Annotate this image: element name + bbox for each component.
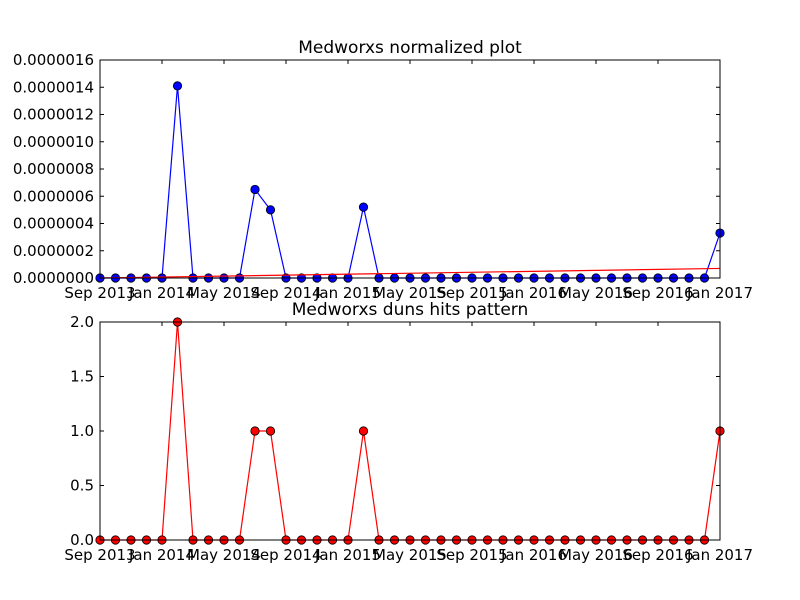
y-tick-label: 0.0000014 <box>13 78 94 96</box>
data-point-normalized <box>265 205 276 215</box>
y-tick-label: 2.0 <box>70 313 94 331</box>
plot-frame-hits <box>99 321 721 541</box>
data-point-normalized <box>358 202 369 212</box>
x-tick-label: May 2016 <box>559 546 633 564</box>
x-tick-label: Jan 2015 <box>314 284 381 302</box>
y-tick-label: 0.0000010 <box>13 133 94 151</box>
chart-title-hits: Medworxs duns hits pattern <box>292 300 529 320</box>
x-tick-label: Jan 2015 <box>314 546 381 564</box>
data-point-hits <box>250 426 260 436</box>
data-point-hits <box>358 426 369 436</box>
x-tick-label: Sep 2014 <box>250 284 321 302</box>
y-tick-label: 0.0000012 <box>13 106 94 124</box>
x-tick-label: May 2016 <box>559 284 633 302</box>
chart-panel-hits: Medworxs duns hits pattern 0.0 0.5 1.0 1.5 2.… <box>64 300 753 564</box>
x-tick-label: May 2015 <box>373 546 447 564</box>
x-tick-label: Sep 2016 <box>622 546 693 564</box>
x-tick-label: May 2015 <box>373 284 447 302</box>
chart-panel-normalized: Medworxs normalized plot 0.0000000 0.00000… <box>13 38 753 302</box>
y-tick-label: 0.0000002 <box>13 242 94 260</box>
y-tick-label: 0.0 <box>70 531 94 549</box>
plot-frame-normalized <box>99 59 721 279</box>
x-tick-label: Sep 2013 <box>64 546 135 564</box>
x-tick-label: Jan 2014 <box>128 546 195 564</box>
y-tick-label: 0.0000004 <box>13 215 94 233</box>
x-tick-label: Jan 2016 <box>500 546 567 564</box>
data-point-hits <box>265 426 276 436</box>
y-tick-label: 0.5 <box>70 477 94 495</box>
data-point-normalized <box>250 184 260 195</box>
y-tick-label: 0.0000000 <box>13 269 94 287</box>
y-tick-label: 1.0 <box>70 422 94 440</box>
x-tick-label: Sep 2015 <box>436 284 507 302</box>
x-tick-label: Jan 2017 <box>686 284 753 302</box>
data-point-normalized <box>172 81 183 91</box>
x-tick-label: Sep 2016 <box>622 284 693 302</box>
x-tick-label: Sep 2013 <box>64 284 135 302</box>
series-line-normalized-1 <box>99 267 721 279</box>
y-tick-label: 1.5 <box>70 368 94 386</box>
x-tick-label: Jan 2016 <box>500 284 567 302</box>
y-tick-label: 0.0000008 <box>13 160 94 178</box>
x-tick-label: Jan 2017 <box>686 546 753 564</box>
y-tick-label: 0.0000016 <box>13 51 94 69</box>
x-tick-label: Jan 2014 <box>128 284 195 302</box>
x-tick-label: May 2014 <box>187 546 261 564</box>
chart-title-normalized: Medworxs normalized plot <box>298 38 522 58</box>
x-tick-label: May 2014 <box>187 284 261 302</box>
y-tick-label: 0.0000006 <box>13 187 94 205</box>
x-tick-label: Sep 2014 <box>250 546 321 564</box>
x-tick-label: Sep 2015 <box>436 546 507 564</box>
